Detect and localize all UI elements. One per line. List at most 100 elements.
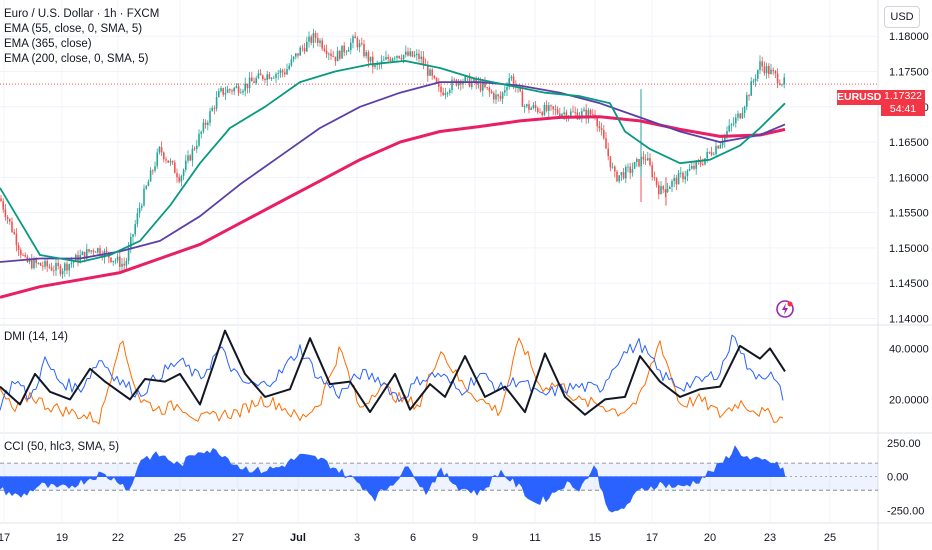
candle-body <box>259 73 262 76</box>
candle-body <box>209 111 211 123</box>
candle-body <box>160 147 163 153</box>
candle-body <box>554 109 557 111</box>
candle-body <box>290 59 293 66</box>
candle-body <box>378 64 381 65</box>
candle-body <box>653 177 656 178</box>
candle-body <box>416 53 418 56</box>
candle-body <box>598 126 601 129</box>
candle-body <box>176 173 178 178</box>
symbol-badge: EURUSD <box>837 90 882 105</box>
price-axis-label: 1.18000 <box>889 31 929 43</box>
candle-body <box>152 170 154 172</box>
candle-body <box>499 96 502 99</box>
candle-body <box>453 79 455 81</box>
cci-legend[interactable]: CCI (50, hlc3, SMA, 5) <box>4 441 120 453</box>
candle-body <box>92 250 95 252</box>
dmi-legend[interactable]: DMI (14, 14) <box>4 331 68 343</box>
candle-body <box>266 74 268 81</box>
candle-body <box>57 262 59 266</box>
candle-body <box>83 251 86 259</box>
candle-body <box>169 161 172 163</box>
candle-body <box>636 158 638 163</box>
time-axis-label: 6 <box>410 532 416 544</box>
candle-body <box>132 234 134 237</box>
symbol-title[interactable]: Euro / U.S. Dollar · 1h · FXCM <box>4 8 160 20</box>
candle-body <box>319 40 321 43</box>
price-axis-label: 1.17500 <box>889 67 929 79</box>
candle-body <box>347 49 350 52</box>
candle-body <box>121 263 123 267</box>
candle-body <box>97 248 99 253</box>
candle-body <box>147 181 150 187</box>
candle-body <box>253 81 255 84</box>
time-axis-label: 17 <box>0 532 10 544</box>
time-axis-label: 9 <box>472 532 478 544</box>
candle-body <box>715 146 717 155</box>
price-axis-label: 1.16000 <box>889 172 929 184</box>
candle-body <box>627 166 629 168</box>
candle-body <box>523 106 526 108</box>
candle-body <box>165 159 167 161</box>
candle-body <box>46 260 48 267</box>
candle-body <box>433 75 436 79</box>
candle-body <box>213 107 216 109</box>
candle-body <box>543 105 546 116</box>
candle-body <box>495 94 497 100</box>
candle-body <box>363 44 365 57</box>
candle-body <box>66 263 68 271</box>
time-axis-label: 20 <box>704 532 716 544</box>
legend-ema200[interactable]: EMA (200, close, 0, SMA, 5) <box>4 53 149 65</box>
candle-body <box>565 112 568 119</box>
candle-body <box>684 176 686 180</box>
candle-body <box>774 71 777 74</box>
candle-body <box>482 82 484 91</box>
candle-body <box>752 80 755 82</box>
candle-body <box>530 108 532 110</box>
candle-body <box>70 262 73 265</box>
candle-body <box>402 54 405 60</box>
alert-lightning-icon[interactable] <box>776 300 794 318</box>
candle-body <box>422 56 425 65</box>
candle-body <box>585 109 587 119</box>
candle-body <box>330 53 332 57</box>
ema365-line <box>0 81 786 263</box>
candle-body <box>312 33 315 43</box>
candle-body <box>396 55 398 58</box>
candle-body <box>130 236 132 248</box>
candle-body <box>691 165 693 169</box>
legend-ema365[interactable]: EMA (365, close) <box>4 38 92 50</box>
candle-body <box>279 70 282 74</box>
candle-body <box>288 65 290 70</box>
candle-body <box>24 255 26 257</box>
candle-body <box>15 233 18 246</box>
candle-body <box>759 61 761 71</box>
candle-body <box>446 92 449 94</box>
candle-body <box>303 48 306 52</box>
price-axis-label: 1.14500 <box>889 278 929 290</box>
candle-body <box>204 122 207 126</box>
candle-body <box>614 166 616 172</box>
candle-body <box>59 265 62 275</box>
candle-body <box>647 158 649 161</box>
ema55-line <box>0 60 786 263</box>
candle-body <box>735 117 737 124</box>
currency-button[interactable]: USD <box>884 6 920 28</box>
candle-body <box>757 70 759 79</box>
candle-body <box>726 131 728 136</box>
last-price-badge: 1.17322 54:41 <box>881 90 925 116</box>
candle-body <box>145 186 147 189</box>
cci-axis-label: 0.00 <box>887 472 908 484</box>
candle-body <box>497 94 499 97</box>
time-axis-label: 27 <box>232 532 244 544</box>
candle-body <box>158 147 161 153</box>
candle-body <box>781 84 783 86</box>
candle-body <box>187 155 189 161</box>
candle-body <box>693 165 695 169</box>
time-axis-label: 17 <box>646 532 658 544</box>
candle-body <box>50 267 53 271</box>
candle-body <box>220 88 222 92</box>
legend-ema55[interactable]: EMA (55, close, 0, SMA, 5) <box>4 23 143 35</box>
candle-body <box>418 53 420 59</box>
price-axis-label: 1.16500 <box>889 137 929 149</box>
